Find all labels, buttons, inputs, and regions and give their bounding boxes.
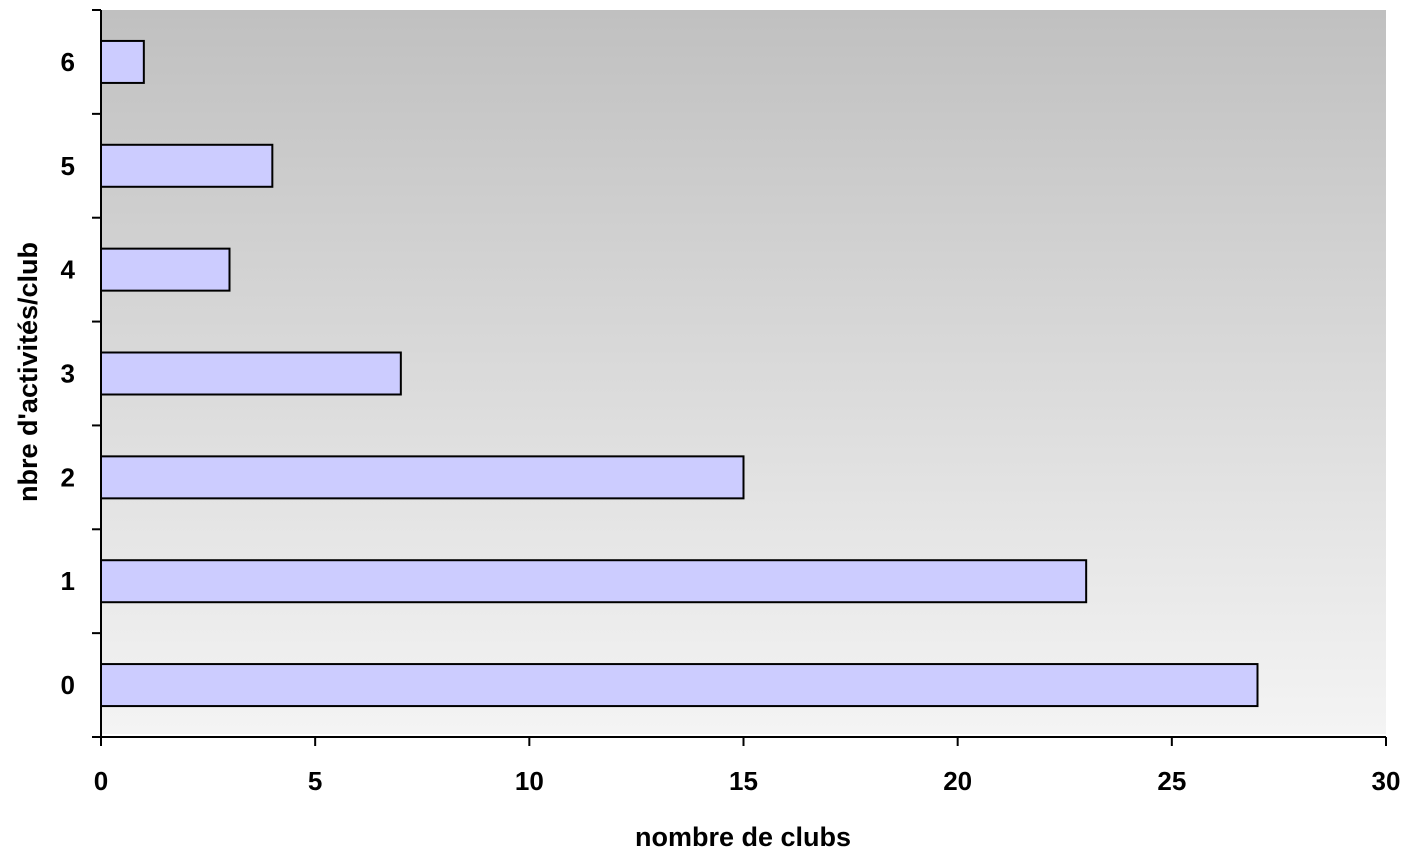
x-tick-label-10: 10 bbox=[515, 766, 544, 796]
bar-5 bbox=[100, 143, 274, 188]
bar-2 bbox=[100, 455, 745, 500]
y-tick-label-5: 5 bbox=[61, 151, 75, 181]
y-tick-label-1: 1 bbox=[61, 566, 75, 596]
bar-1 bbox=[100, 559, 1088, 604]
x-tick-label-0: 0 bbox=[94, 766, 108, 796]
x-tick-label-5: 5 bbox=[308, 766, 322, 796]
y-axis-title: nbre d'activités/club bbox=[13, 242, 43, 502]
y-tick-label-4: 4 bbox=[61, 255, 76, 285]
x-tick-label-25: 25 bbox=[1157, 766, 1186, 796]
x-tick-label-15: 15 bbox=[729, 766, 758, 796]
y-tick-label-6: 6 bbox=[61, 47, 75, 77]
tick-labels: 0 1 2 3 4 5 6 0 5 10 15 20 25 30 bbox=[61, 47, 1401, 796]
y-tick-label-0: 0 bbox=[61, 670, 75, 700]
x-tick-label-30: 30 bbox=[1372, 766, 1401, 796]
bar-6 bbox=[100, 39, 145, 84]
bars bbox=[100, 39, 1259, 708]
bar-0 bbox=[100, 663, 1259, 708]
bar-4 bbox=[100, 247, 231, 292]
axes bbox=[92, 9, 1387, 746]
x-axis-title: nombre de clubs bbox=[635, 822, 851, 852]
y-tick-label-2: 2 bbox=[61, 462, 75, 492]
bar-3 bbox=[100, 351, 402, 396]
x-tick-label-20: 20 bbox=[943, 766, 972, 796]
y-tick-label-3: 3 bbox=[61, 359, 75, 389]
